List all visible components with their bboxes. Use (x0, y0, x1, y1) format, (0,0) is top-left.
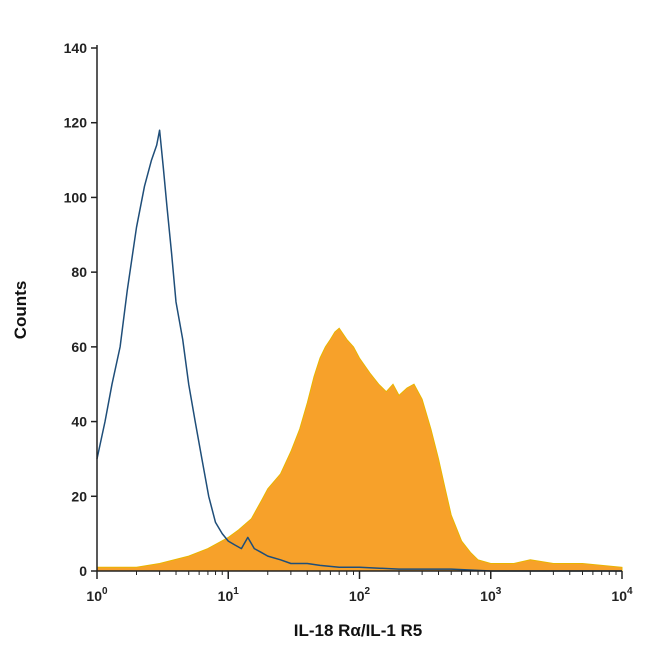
y-tick-label: 40 (71, 414, 87, 430)
x-tick-label: 100 (86, 586, 108, 604)
x-tick-label-base: 10 (86, 588, 102, 604)
y-axis-title: Counts (11, 281, 30, 340)
x-tick-label: 104 (611, 586, 633, 604)
x-axis-title: IL-18 Rα/IL-1 R5 (294, 621, 423, 640)
x-tick-label: 103 (480, 586, 502, 604)
x-tick-label: 101 (218, 586, 240, 604)
y-tick-label: 100 (64, 189, 88, 205)
y-tick-label: 60 (71, 339, 87, 355)
y-tick-label: 140 (64, 40, 88, 56)
x-tick-label-exponent: 0 (102, 586, 108, 597)
y-tick-label: 120 (64, 115, 88, 131)
series-0-outline (96, 129, 622, 572)
y-tick-label: 0 (79, 563, 87, 579)
x-tick-label-base: 10 (349, 588, 365, 604)
x-tick-label-base: 10 (611, 588, 627, 604)
x-tick-label-base: 10 (480, 588, 496, 604)
y-tick-label: 20 (71, 488, 87, 504)
series-layer (96, 129, 623, 572)
series-1-filled-area (96, 327, 623, 572)
x-tick-label-exponent: 1 (233, 586, 239, 597)
x-tick-label-exponent: 4 (627, 586, 633, 597)
x-tick-label: 102 (349, 586, 371, 604)
y-tick-label: 80 (71, 264, 87, 280)
x-tick-label-exponent: 2 (365, 586, 371, 597)
x-tick-label-base: 10 (218, 588, 234, 604)
x-tick-label-exponent: 3 (496, 586, 502, 597)
